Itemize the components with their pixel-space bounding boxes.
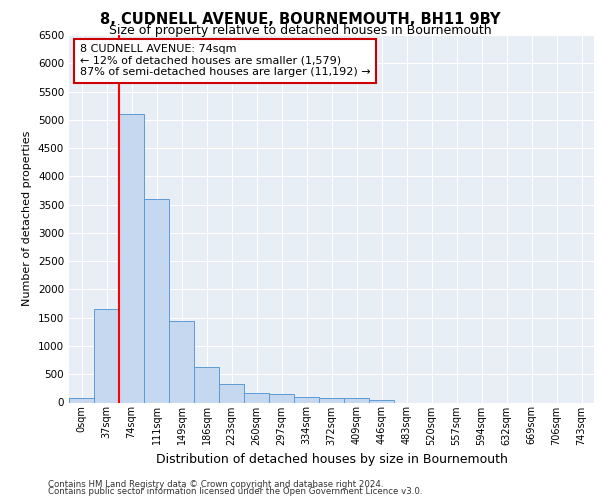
Bar xyxy=(69,398,94,402)
Text: 8, CUDNELL AVENUE, BOURNEMOUTH, BH11 9BY: 8, CUDNELL AVENUE, BOURNEMOUTH, BH11 9BY xyxy=(100,12,500,28)
Bar xyxy=(244,392,269,402)
Bar xyxy=(219,384,244,402)
Bar xyxy=(294,397,319,402)
X-axis label: Distribution of detached houses by size in Bournemouth: Distribution of detached houses by size … xyxy=(155,453,508,466)
Y-axis label: Number of detached properties: Number of detached properties xyxy=(22,131,32,306)
Bar xyxy=(269,394,294,402)
Text: 8 CUDNELL AVENUE: 74sqm
← 12% of detached houses are smaller (1,579)
87% of semi: 8 CUDNELL AVENUE: 74sqm ← 12% of detache… xyxy=(79,44,370,78)
Text: Size of property relative to detached houses in Bournemouth: Size of property relative to detached ho… xyxy=(109,24,491,37)
Text: Contains public sector information licensed under the Open Government Licence v3: Contains public sector information licen… xyxy=(48,488,422,496)
Bar xyxy=(319,398,344,402)
Bar xyxy=(369,400,394,402)
Bar xyxy=(344,398,369,402)
Text: Contains HM Land Registry data © Crown copyright and database right 2024.: Contains HM Land Registry data © Crown c… xyxy=(48,480,383,489)
Bar xyxy=(144,199,169,402)
Bar xyxy=(119,114,144,403)
Bar xyxy=(94,309,119,402)
Bar xyxy=(194,367,219,402)
Bar xyxy=(169,320,194,402)
